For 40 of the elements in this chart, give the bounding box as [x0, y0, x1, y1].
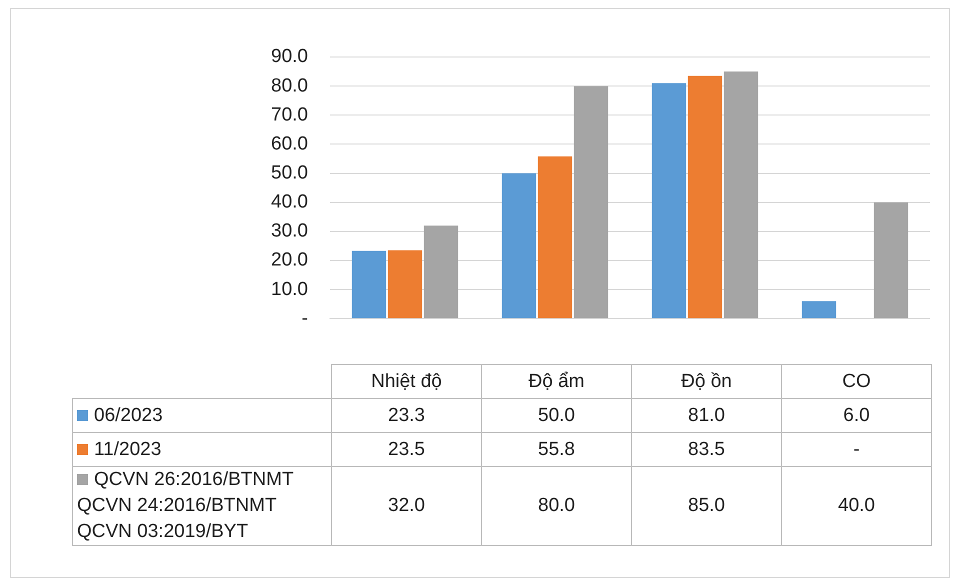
data-label: 81.0 — [632, 398, 782, 432]
bar — [874, 202, 908, 318]
data-label: 23.3 — [332, 398, 482, 432]
bar — [502, 173, 536, 318]
legend-label: QCVN 26:2016/BTNMT QCVN 24:2016/BTNMT QCVN 03:2019/BYT — [72, 466, 332, 546]
y-tick-label: 50.0 — [271, 162, 308, 184]
data-label: 40.0 — [782, 466, 932, 546]
data-label: 6.0 — [782, 398, 932, 432]
legend-label: 11/2023 — [72, 432, 332, 466]
x-tick-label: Độ ồn — [632, 364, 782, 398]
bar — [652, 83, 686, 318]
data-label: 50.0 — [482, 398, 632, 432]
y-tick-label: 40.0 — [271, 192, 308, 213]
y-tick-label: 20.0 — [271, 250, 308, 271]
data-label: 55.8 — [482, 432, 632, 466]
x-tick-label: Nhiệt độ — [332, 364, 482, 398]
bar — [424, 226, 458, 318]
y-tick-label: - — [302, 308, 308, 329]
data-label: 32.0 — [332, 466, 482, 546]
x-tick-label: Độ ẩm — [482, 364, 632, 398]
y-tick-label: 10.0 — [271, 278, 308, 300]
y-tick-label: 90.0 — [271, 46, 308, 68]
y-tick-label: 60.0 — [271, 133, 308, 154]
data-label: - — [782, 432, 932, 466]
bar — [352, 250, 386, 318]
legend-label: 06/2023 — [72, 398, 332, 432]
y-tick-label: 30.0 — [271, 220, 308, 242]
data-label: 23.5 — [332, 432, 482, 466]
data-label: 83.5 — [632, 432, 782, 466]
data-label: 80.0 — [482, 466, 632, 546]
bar — [802, 301, 836, 318]
x-tick-label: CO — [782, 364, 932, 398]
y-tick-label: 80.0 — [271, 75, 308, 96]
bar — [538, 156, 572, 318]
bar — [574, 86, 608, 318]
y-tick-label: 70.0 — [271, 104, 308, 126]
bar — [724, 72, 758, 318]
bar — [688, 76, 722, 318]
bar — [388, 250, 422, 318]
data-label: 85.0 — [632, 466, 782, 546]
